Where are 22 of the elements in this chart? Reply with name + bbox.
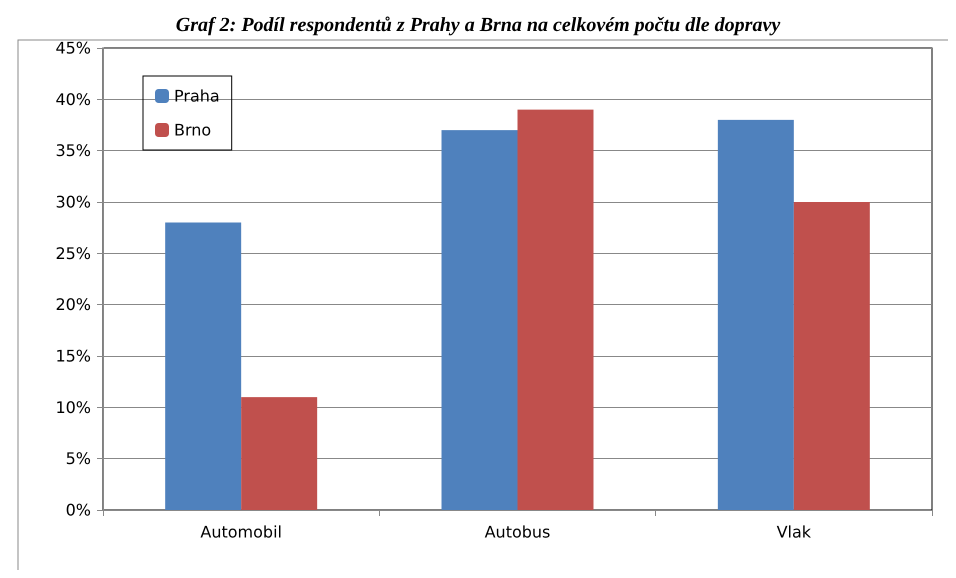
bar <box>718 120 794 510</box>
bar <box>241 397 318 510</box>
x-tick-label: Vlak <box>776 522 812 542</box>
x-tick-label: Automobil <box>200 522 282 542</box>
bar <box>442 130 518 510</box>
x-tick-label: Autobus <box>484 522 550 542</box>
bar <box>165 222 242 510</box>
legend-label: Brno <box>174 120 212 140</box>
bar <box>794 202 870 510</box>
y-tick-label: 20% <box>55 295 91 314</box>
y-tick-label: 25% <box>55 244 91 263</box>
y-tick-label: 40% <box>55 90 91 109</box>
y-tick-label: 45% <box>55 38 91 58</box>
legend-label: Praha <box>174 86 220 106</box>
y-tick-label: 15% <box>55 346 91 366</box>
y-tick-label: 35% <box>55 141 91 160</box>
y-tick-label: 30% <box>55 192 91 212</box>
y-tick-label: 0% <box>66 500 91 520</box>
y-tick-label: 5% <box>66 449 91 468</box>
bar <box>518 110 594 510</box>
y-tick-label: 10% <box>55 398 91 417</box>
chart-title: Graf 2: Podíl respondentů z Prahy a Brna na celkovém počtu dle dopravy <box>176 14 780 36</box>
